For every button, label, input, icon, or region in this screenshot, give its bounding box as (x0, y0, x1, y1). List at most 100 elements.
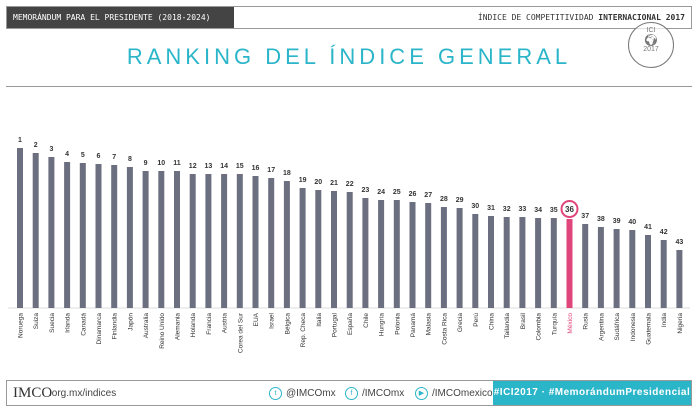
x-tick-label: Holanda (190, 313, 197, 338)
rank-label: 9 (144, 160, 148, 167)
highlight-badge (560, 200, 579, 218)
bar-Colombia (535, 218, 542, 308)
rank-label: 39 (613, 218, 621, 225)
hashtag-banner: #ICI2017 · #MemorándumPresidencial (493, 381, 691, 405)
bar-Reino Unido (158, 171, 165, 308)
rank-label: 17 (267, 167, 275, 174)
x-tick-label: Australia (143, 313, 150, 339)
header-left: MEMORÁNDUM PARA EL PRESIDENTE (2018-2024… (7, 7, 234, 28)
x-tick-label: Irlanda (65, 313, 72, 333)
x-tick-label: Francia (206, 313, 213, 335)
rank-label: 11 (173, 160, 181, 167)
x-tick-label: Japón (127, 313, 134, 331)
rank-label: 31 (487, 205, 495, 212)
rank-label: 40 (628, 219, 636, 226)
twitter-handle: @IMCOmx (286, 388, 336, 399)
divider (6, 86, 692, 87)
rank-label: 28 (440, 196, 448, 203)
twitter-link[interactable]: t @IMCOmx (269, 387, 336, 400)
x-tick-label: Panamá (410, 313, 417, 338)
bar-Finlandia (111, 165, 118, 308)
x-tick-label: Polonia (394, 313, 401, 335)
x-tick-label: Finlandia (112, 313, 119, 340)
bar-Holanda (189, 174, 196, 308)
bar-Grecia (456, 208, 463, 308)
x-tick-label: Portugal (332, 312, 339, 337)
bar-Irlanda (64, 162, 71, 308)
rank-label: 4 (65, 151, 69, 158)
x-tick-label: Hungría (379, 313, 386, 337)
rank-label: 43 (676, 239, 684, 246)
x-tick-label: Corea del Sur (237, 312, 244, 353)
rank-label: 25 (393, 189, 401, 196)
globe-icon: 🌍︎ (643, 33, 659, 47)
bar-Perú (472, 214, 479, 308)
rank-label: 29 (456, 197, 464, 204)
header-right-bold: INTERNACIONAL 2017 (598, 13, 685, 22)
site-link[interactable]: .org.mx/indices (49, 388, 117, 399)
x-tick-label: Canadá (80, 313, 87, 336)
x-tick-label: Malasia (426, 313, 433, 336)
imco-logo: IMCO (13, 385, 53, 401)
youtube-link[interactable]: ▶ /IMCOmexico (415, 387, 493, 400)
rank-label: 34 (534, 207, 542, 214)
bar-Sudáfrica (613, 229, 620, 308)
bar-Brasil (519, 217, 526, 308)
rank-label: 6 (97, 153, 101, 160)
x-tick-label: Argentina (598, 313, 605, 341)
x-tick-label: Grecia (457, 313, 464, 333)
rank-label: 26 (409, 191, 417, 198)
rank-label: 24 (377, 189, 385, 196)
bar-Nigeria (676, 250, 683, 308)
rank-label: 38 (597, 216, 605, 223)
bar-Francia (205, 174, 212, 308)
bar-Japón (126, 167, 133, 308)
bar-Argentina (597, 227, 604, 308)
bar-Panamá (409, 202, 416, 308)
stamp-bottom: 2017 (643, 46, 659, 53)
rank-label: 16 (252, 165, 260, 172)
rank-label: 21 (330, 180, 338, 187)
bar-Hungría (378, 200, 385, 308)
x-tick-label: México (567, 313, 574, 334)
x-tick-label: Tailandia (504, 313, 511, 339)
x-tick-label: Suecia (49, 313, 56, 333)
twitter-icon: t (269, 387, 282, 400)
youtube-handle: /IMCOmexico (432, 388, 493, 399)
bar-Polonia (393, 200, 400, 308)
bar-Israel (268, 178, 275, 308)
x-tick-label: Suiza (33, 313, 40, 330)
footer: IMCO .org.mx/indices t @IMCOmx f/IMCOmx ▶… (6, 380, 692, 406)
x-tick-label: Chile (363, 313, 370, 328)
x-tick-label: Guatemala (646, 313, 653, 345)
x-tick-label: Italia (316, 313, 323, 327)
bar-Suiza (32, 153, 39, 308)
x-tick-label: Bélgica (284, 313, 291, 335)
bar-Chile (362, 198, 369, 308)
bar-Guatemala (645, 235, 651, 308)
header-bar: MEMORÁNDUM PARA EL PRESIDENTE (2018-2024… (6, 6, 692, 29)
bar-Rep. Checa (299, 188, 306, 308)
x-tick-label: Indonesia (630, 313, 637, 342)
youtube-icon: ▶ (415, 387, 428, 400)
rank-label: 36 (565, 205, 574, 214)
rank-label: 35 (550, 207, 558, 214)
x-tick-label: Sudáfrica (614, 313, 621, 341)
bar-Dinamarca (95, 164, 102, 308)
page-title: RANKING DEL ÍNDICE GENERAL (126, 44, 572, 69)
rank-label: 5 (81, 152, 85, 159)
x-tick-label: Costa Rica (441, 313, 448, 345)
facebook-handle: /IMCOmx (362, 388, 405, 399)
x-tick-label: Colombia (536, 313, 543, 341)
bar-Malasia (425, 203, 432, 308)
x-tick-label: Alemania (175, 313, 182, 340)
facebook-link[interactable]: f/IMCOmx (345, 387, 404, 400)
rank-label: 14 (220, 163, 228, 170)
rank-label: 15 (236, 163, 244, 170)
x-tick-label: Rep. Checa (300, 313, 307, 348)
bar-Corea del Sur (236, 174, 243, 308)
bar-Turquía (550, 218, 557, 308)
x-tick-label: Reino Unido (159, 313, 166, 349)
bar-Costa Rica (440, 207, 447, 308)
bar-Austria (221, 174, 228, 308)
